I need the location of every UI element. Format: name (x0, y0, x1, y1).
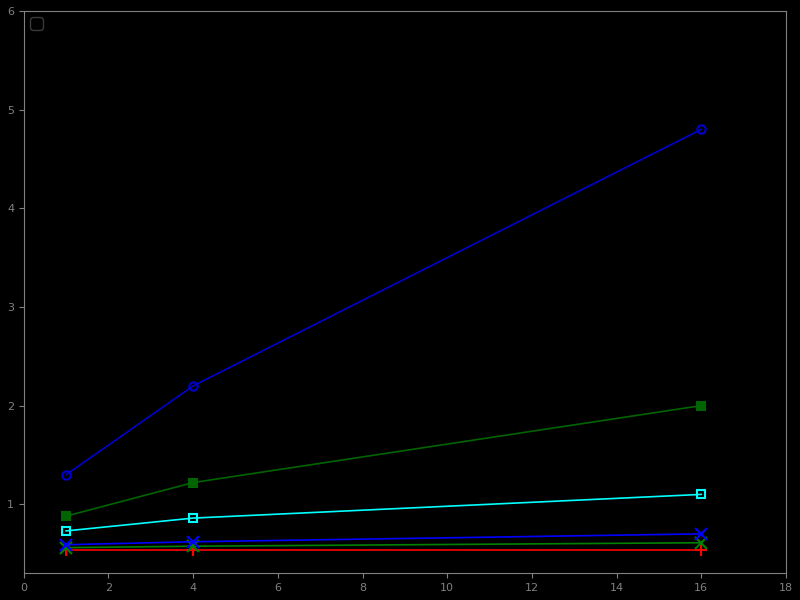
Legend:  (30, 17, 42, 29)
